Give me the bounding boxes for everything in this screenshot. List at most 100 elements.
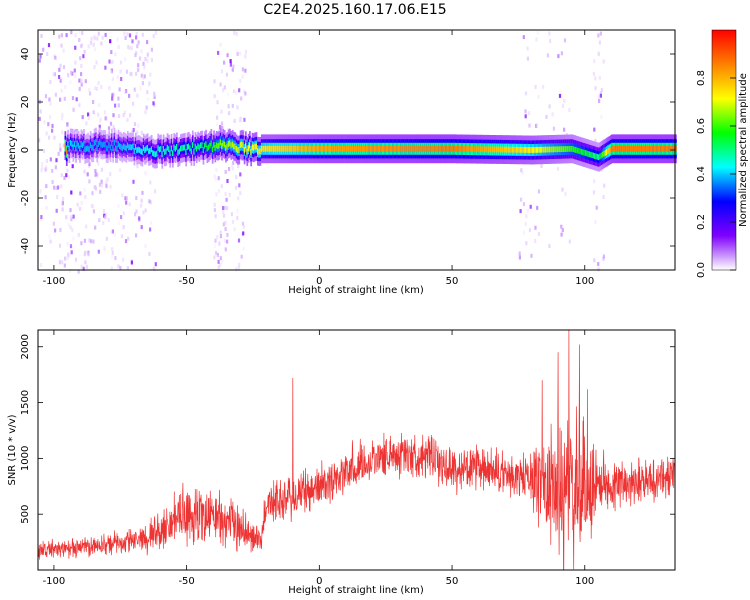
spectrogram-ridge-cell [156, 150, 158, 157]
spectrogram-cell [141, 32, 144, 37]
spectrogram-ridge-cell [69, 140, 72, 146]
spectrogram-cell [596, 205, 599, 210]
spectrogram-cell [238, 88, 241, 93]
spectrogram-ridge-cell [270, 145, 272, 152]
spectrogram-cell [235, 267, 238, 272]
colorbar-label: Normalized spectral amplitude [738, 73, 749, 227]
spectrogram-ridge-cell [566, 146, 568, 152]
spectrogram-ridge-cell [527, 147, 530, 153]
spectrogram-cell [62, 48, 65, 53]
spectrogram-cell [146, 52, 149, 57]
spectrogram-cell [154, 30, 157, 35]
spectrogram-ridge-cell [235, 146, 238, 152]
spectrogram-cell [560, 51, 563, 56]
spectrogram-cell [138, 216, 141, 221]
spectrogram-ridge-cell [176, 144, 178, 150]
spectrogram-cell [600, 88, 603, 92]
y-tick-label: 1000 [20, 446, 31, 471]
spectrogram-ridge-cell [599, 153, 602, 160]
spectrogram-ridge-cell [357, 145, 360, 152]
spectrogram-cell [72, 236, 75, 240]
spectrogram-cell [130, 46, 133, 51]
spectrogram-cell [524, 222, 527, 227]
spectrogram-cell [534, 85, 537, 89]
spectrogram-cell [217, 50, 220, 55]
spectrogram-ridge-cell [194, 143, 197, 150]
spectrogram-cell [73, 68, 76, 73]
spectrogram-ridge-cell [225, 145, 227, 151]
spectrogram-ridge-cell [610, 146, 612, 153]
x-tick-label: -100 [43, 276, 66, 287]
spectrogram-ridge-cell [653, 145, 656, 152]
spectrogram-ridge-cell [227, 141, 230, 147]
spectrogram-cell [67, 73, 70, 78]
spectrogram-ridge-cell [97, 141, 100, 147]
spectrogram-ridge-cell [603, 151, 606, 157]
colorbar-tick-label: 0.2 [696, 214, 707, 230]
spectrogram-cell [143, 65, 146, 70]
spectrogram-ridge-cell [190, 148, 193, 155]
spectrogram-cell [140, 198, 143, 203]
spectrogram-ridge-cell [631, 145, 633, 152]
spectrogram-cell [124, 239, 128, 244]
spectrogram-cell [48, 115, 52, 120]
spectrogram-cell [526, 46, 529, 51]
spectrogram-ridge-cell [180, 145, 182, 152]
y-tick-label: 500 [20, 505, 31, 524]
spectrogram-ridge-cell [665, 145, 668, 152]
spectrogram-cell [110, 50, 113, 55]
spectrogram-cell [86, 172, 89, 177]
spectrogram-cell [67, 158, 70, 163]
spectrogram-ridge-cell [231, 141, 234, 148]
spectrogram-cell [40, 34, 43, 38]
spectrogram-ridge-cell [268, 145, 271, 152]
colorbar-tick-label: 0.8 [696, 70, 707, 86]
spectrogram-ridge-cell [73, 141, 76, 147]
spectrogram-ridge-cell [205, 141, 207, 148]
spectrogram-ridge-cell [586, 150, 588, 157]
spectrogram-ridge-cell [257, 148, 259, 155]
spectrogram-cell [224, 192, 227, 197]
spectrogram-ridge-cell [400, 145, 403, 152]
spectrogram-cell [535, 123, 538, 128]
spectrogram-cell [216, 100, 219, 105]
spectrogram-cell [74, 60, 77, 65]
spectrogram-cell [220, 184, 223, 189]
spectrogram-ridge-cell [153, 151, 156, 157]
spectrogram-ridge-cell [195, 145, 198, 152]
spectrogram-cell [128, 202, 131, 207]
spectrogram-ridge-cell [221, 143, 223, 149]
spectrogram-cell [45, 131, 48, 136]
spectrogram-cell [524, 109, 527, 114]
spectrogram-cell [113, 232, 116, 237]
spectrogram-ridge-cell [330, 145, 332, 152]
spectrogram-ridge-cell [590, 151, 592, 158]
spectrogram-cell [124, 57, 127, 62]
spectrogram-ridge-cell [332, 145, 335, 152]
spectrogram-cell [231, 219, 235, 224]
spectrogram-ridge-cell [645, 145, 648, 152]
spectrogram-cell [525, 241, 528, 246]
spectrogram-cell [74, 257, 78, 262]
spectrogram-cell [536, 30, 539, 35]
spectrogram-cell [66, 241, 69, 246]
spectrogram-cell [42, 47, 45, 52]
spectrogram-ridge-cell [142, 145, 145, 151]
spectrogram-ridge-cell [376, 145, 379, 152]
spectrogram-cell [146, 40, 149, 45]
spectrogram-cell [135, 233, 138, 238]
spectrogram-cell [233, 89, 236, 94]
spectrogram-cell [236, 208, 239, 213]
spectrogram-cell [522, 35, 525, 40]
spectrogram-ridge-cell [466, 146, 469, 152]
spectrogram-cell [118, 168, 122, 173]
spectrogram-cell [83, 266, 86, 271]
spectrogram-ridge-cell [144, 147, 146, 153]
spectrogram-ridge-cell [214, 145, 217, 151]
spectrogram-ridge-cell [67, 141, 69, 148]
spectrogram-ridge-cell [169, 150, 172, 157]
spectrogram-cell [242, 224, 246, 229]
spectrogram-cell [137, 63, 140, 67]
spectrogram-cell [133, 87, 136, 92]
spectrogram-ridge-cell [499, 146, 502, 153]
